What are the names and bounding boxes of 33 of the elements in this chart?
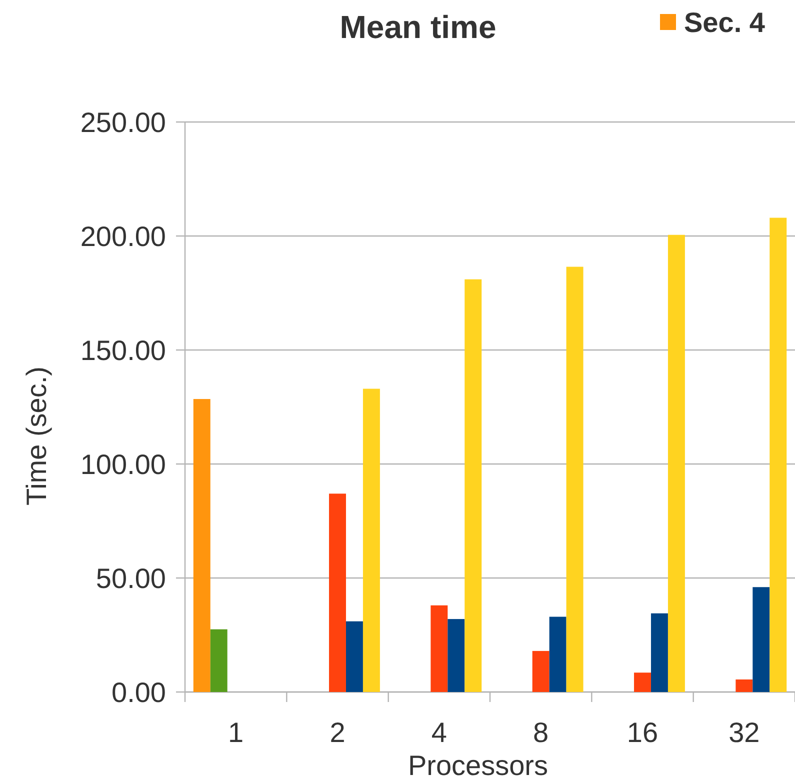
bar [549,616,566,692]
bar [430,605,448,692]
bar [210,629,228,692]
y-tick-label: 100.00 [80,448,166,480]
bar [736,679,753,692]
bar [532,650,550,692]
bar [668,234,685,692]
legend-label: Sec. 4 [684,6,766,38]
bar [362,388,380,692]
x-axis-title: Processors [408,750,548,781]
bar [634,672,651,692]
y-tick-label: 150.00 [80,334,166,366]
y-tick-label: 50.00 [96,562,166,594]
x-tick-label: 32 [728,717,760,748]
bar [566,266,584,692]
bar [752,587,770,692]
x-tick-label: 2 [330,717,346,748]
y-axis-title: Time (sec.) [21,366,52,506]
bar [193,399,210,692]
x-tick-label: 1 [228,717,244,748]
y-tick-label: 200.00 [80,220,166,252]
x-tick-label: 4 [431,717,447,748]
bar [650,613,668,692]
bar [448,619,465,692]
bar [329,494,346,692]
y-tick-label: 0.00 [112,676,166,708]
chart-title: Mean time [340,9,496,45]
x-tick-label: 16 [626,717,658,748]
bar [346,621,363,692]
y-tick-label: 250.00 [80,106,166,138]
bar [770,218,787,692]
x-tick-label: 8 [533,717,549,748]
bar [464,279,482,692]
